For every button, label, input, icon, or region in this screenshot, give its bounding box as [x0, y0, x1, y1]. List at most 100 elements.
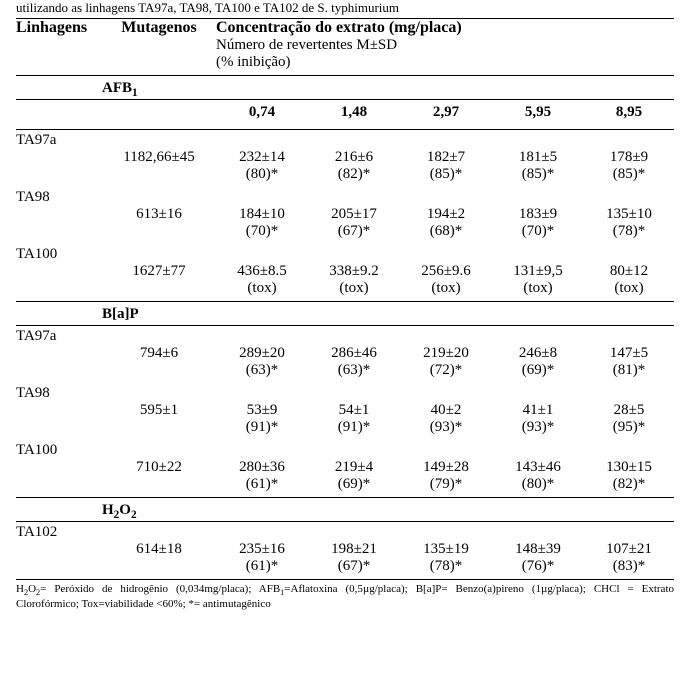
cell-value: 135±10: [584, 206, 674, 223]
cell-value: 205±17: [308, 206, 400, 223]
cell-value: 182±7: [400, 149, 492, 166]
cell-pct: (85)*: [400, 166, 492, 187]
table-footnote: H2O2= Peróxido de hidrogênio (0,034mg/pl…: [16, 582, 674, 611]
cell-value: 219±4: [308, 459, 400, 476]
col-header-mutagens: Mutagenos: [102, 19, 216, 38]
cell-value: 40±2: [400, 402, 492, 419]
cell-pct: (85)*: [584, 166, 674, 187]
strain-label: TA97a: [16, 326, 674, 346]
cell-value: 183±9: [492, 206, 584, 223]
cell-value: 194±2: [400, 206, 492, 223]
cell-value: 246±8: [492, 345, 584, 362]
cell-value: 143±46: [492, 459, 584, 476]
cell-pct: (95)*: [584, 419, 674, 440]
data-table: Linhagens Mutagenos Concentração do extr…: [16, 18, 674, 580]
cell-pct: (93)*: [492, 419, 584, 440]
cell-value: 216±6: [308, 149, 400, 166]
strain-label: TA97a: [16, 130, 674, 150]
cell-pct: (tox): [400, 280, 492, 302]
cell-pct: (63)*: [216, 362, 308, 383]
cell-pct: (67)*: [308, 558, 400, 580]
section-spacer: [16, 76, 102, 100]
mutagen-control-value: 1182,66±45: [102, 149, 216, 166]
cell-pct: (85)*: [492, 166, 584, 187]
cell-pct: (82)*: [584, 476, 674, 498]
cell-value: 28±5: [584, 402, 674, 419]
col-subheader-inhibition: (% inibição): [216, 54, 674, 76]
cell-value: 256±9.6: [400, 263, 492, 280]
cell-pct: (61)*: [216, 558, 308, 580]
cell-pct: (tox): [308, 280, 400, 302]
section-spacer: [16, 498, 102, 522]
conc-header: 2,97: [400, 100, 492, 130]
cell-value: 198±21: [308, 541, 400, 558]
col-header-strains: Linhagens: [16, 19, 102, 38]
cell-pct: (tox): [584, 280, 674, 302]
cell-pct: (61)*: [216, 476, 308, 498]
cell-value: 184±10: [216, 206, 308, 223]
strain-label: TA100: [16, 244, 674, 263]
cell-pct: (91)*: [216, 419, 308, 440]
mutagen-control-value: 614±18: [102, 541, 216, 558]
cell-pct: (82)*: [308, 166, 400, 187]
conc-header: 0,74: [216, 100, 308, 130]
cell-value: 131±9,5: [492, 263, 584, 280]
cell-value: 41±1: [492, 402, 584, 419]
cell-pct: (63)*: [308, 362, 400, 383]
cell-value: 80±12: [584, 263, 674, 280]
col-subheader-revertants: Número de revertentes M±SD: [216, 37, 674, 54]
cell-value: 178±9: [584, 149, 674, 166]
cell-pct: (79)*: [400, 476, 492, 498]
section-spacer: [16, 302, 102, 326]
strain-label: TA100: [16, 440, 674, 459]
conc-header: 5,95: [492, 100, 584, 130]
cell-pct: (91)*: [308, 419, 400, 440]
cell-value: 148±39: [492, 541, 584, 558]
cell-value: 280±36: [216, 459, 308, 476]
cell-pct: (81)*: [584, 362, 674, 383]
cell-pct: (80)*: [492, 476, 584, 498]
cell-value: 181±5: [492, 149, 584, 166]
strain-label: TA98: [16, 187, 674, 206]
cell-pct: (tox): [492, 280, 584, 302]
cell-pct: (78)*: [400, 558, 492, 580]
cell-value: 235±16: [216, 541, 308, 558]
cell-pct: (83)*: [584, 558, 674, 580]
cell-pct: (76)*: [492, 558, 584, 580]
mutagen-control-value: 595±1: [102, 402, 216, 419]
section-mutagen-label: B[a]P: [102, 302, 674, 326]
cell-value: 107±21: [584, 541, 674, 558]
cell-value: 219±20: [400, 345, 492, 362]
table-caption: utilizando as linhagens TA97a, TA98, TA1…: [16, 0, 674, 16]
cell-pct: (72)*: [400, 362, 492, 383]
cell-value: 135±19: [400, 541, 492, 558]
mutagen-control-value: 1627±77: [102, 263, 216, 280]
section-mutagen-label: AFB1: [102, 76, 674, 100]
mutagen-control-value: 794±6: [102, 345, 216, 362]
section-mutagen-label: H2O2: [102, 498, 674, 522]
cell-pct: (93)*: [400, 419, 492, 440]
cell-value: 232±14: [216, 149, 308, 166]
cell-value: 338±9.2: [308, 263, 400, 280]
cell-value: 53±9: [216, 402, 308, 419]
cell-value: 436±8.5: [216, 263, 308, 280]
mutagen-control-value: 613±16: [102, 206, 216, 223]
cell-pct: (69)*: [308, 476, 400, 498]
cell-value: 54±1: [308, 402, 400, 419]
cell-pct: (70)*: [216, 223, 308, 244]
cell-pct: (80)*: [216, 166, 308, 187]
cell-pct: (68)*: [400, 223, 492, 244]
cell-value: 289±20: [216, 345, 308, 362]
cell-value: 286±46: [308, 345, 400, 362]
cell-value: 130±15: [584, 459, 674, 476]
cell-value: 147±5: [584, 345, 674, 362]
strain-label: TA102: [16, 522, 674, 542]
col-header-concentration: Concentração do extrato (mg/placa): [216, 19, 674, 38]
cell-pct: (tox): [216, 280, 308, 302]
cell-pct: (70)*: [492, 223, 584, 244]
conc-header: 1,48: [308, 100, 400, 130]
strain-label: TA98: [16, 383, 674, 402]
cell-pct: (69)*: [492, 362, 584, 383]
mutagen-control-value: 710±22: [102, 459, 216, 476]
conc-header: 8,95: [584, 100, 674, 130]
